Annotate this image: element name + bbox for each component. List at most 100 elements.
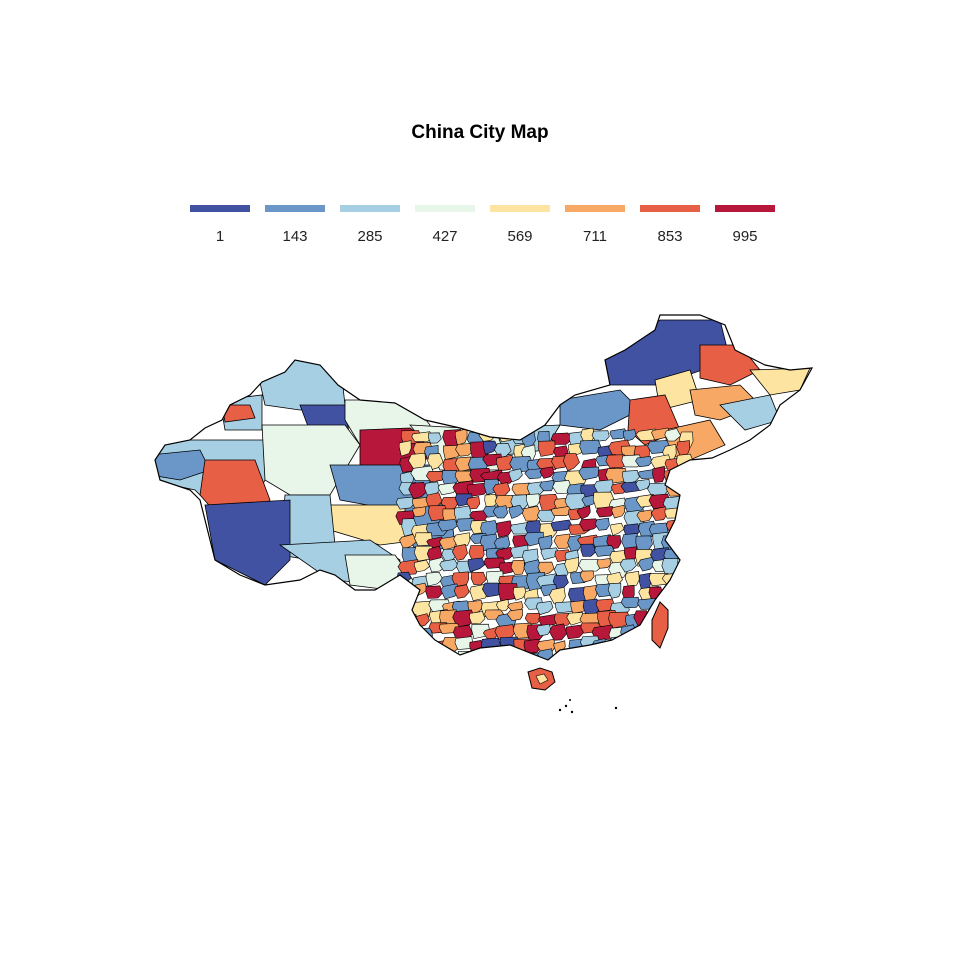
city-region	[680, 535, 697, 553]
city-region	[553, 533, 572, 550]
city-region	[681, 467, 702, 482]
city-region	[552, 653, 575, 660]
city-region	[662, 588, 683, 600]
city-region	[428, 432, 442, 444]
legend-label: 285	[357, 228, 383, 245]
china-outline	[154, 314, 814, 661]
city-region	[680, 622, 696, 642]
city-region	[679, 483, 701, 502]
legend-item: 1	[190, 205, 250, 245]
legend-swatch	[490, 205, 550, 212]
city-region	[622, 469, 640, 485]
city-region	[538, 535, 553, 551]
city-region	[469, 649, 488, 660]
city-region	[663, 636, 683, 649]
city-region	[425, 585, 443, 599]
city-region	[551, 506, 573, 517]
city-region	[398, 440, 412, 457]
legend-item: 853	[640, 205, 700, 245]
city-region	[678, 597, 697, 613]
city-region	[624, 570, 640, 587]
legend-label: 853	[657, 228, 683, 245]
city-region	[549, 623, 568, 641]
legend-label: 143	[282, 228, 308, 245]
city-region	[469, 640, 484, 655]
legend-item: 569	[490, 205, 550, 245]
city-region	[400, 637, 417, 652]
city-region	[453, 584, 470, 599]
city-region	[591, 430, 610, 442]
city-region	[525, 493, 541, 508]
city-region	[552, 480, 572, 494]
city-region	[204, 499, 291, 586]
city-region	[470, 571, 487, 585]
legend-swatch	[415, 205, 475, 212]
city-region	[637, 556, 657, 572]
city-region	[649, 647, 665, 660]
city-region	[411, 639, 431, 657]
city-region	[638, 636, 653, 649]
city-region	[667, 622, 682, 639]
city-region	[579, 439, 602, 455]
city-region	[564, 557, 579, 574]
city-region	[579, 518, 600, 532]
city-region	[427, 505, 448, 522]
city-region	[567, 650, 591, 660]
city-region	[680, 587, 696, 604]
city-region	[678, 639, 700, 655]
city-region	[566, 612, 584, 626]
city-region	[508, 504, 525, 519]
city-region	[452, 609, 476, 628]
legend-label: 1	[215, 228, 225, 245]
legend-swatch	[565, 205, 625, 212]
city-region	[667, 614, 682, 629]
legend-label: 427	[432, 228, 458, 245]
city-region	[537, 440, 556, 457]
city-region	[466, 496, 481, 510]
city-region	[675, 648, 696, 660]
city-region	[411, 431, 433, 442]
city-region	[395, 496, 415, 510]
city-region	[453, 532, 471, 548]
city-region	[524, 612, 541, 625]
city-region	[578, 647, 600, 660]
city-region	[578, 466, 600, 481]
city-region	[609, 428, 628, 440]
city-region	[425, 571, 444, 587]
city-region	[254, 359, 346, 411]
city-region	[451, 544, 468, 561]
city-region	[523, 638, 542, 654]
city-region	[622, 637, 643, 654]
city-region	[580, 543, 597, 557]
city-region	[594, 517, 610, 531]
city-region	[622, 429, 637, 442]
city-region	[426, 536, 445, 549]
city-region	[439, 558, 459, 572]
city-region	[633, 652, 656, 660]
city-region	[492, 505, 509, 519]
city-region	[562, 453, 580, 472]
city-region	[678, 574, 696, 592]
city-region	[467, 557, 486, 573]
city-region	[524, 468, 543, 480]
city-region	[508, 468, 523, 483]
legend-swatch	[265, 205, 325, 212]
city-region	[539, 480, 555, 492]
legend-item: 285	[340, 205, 400, 245]
city-region	[619, 558, 637, 573]
city-region	[437, 519, 459, 532]
city-region	[611, 504, 626, 519]
city-region	[609, 636, 626, 654]
city-region	[506, 608, 524, 622]
city-region	[155, 449, 211, 481]
legend-label: 995	[732, 228, 758, 245]
city-region	[414, 582, 428, 597]
city-region	[495, 547, 515, 561]
city-region	[596, 558, 612, 569]
city-region	[559, 389, 641, 431]
city-region	[482, 440, 499, 455]
city-region	[749, 367, 811, 396]
legend-item: 143	[265, 205, 325, 245]
city-region	[539, 466, 555, 479]
